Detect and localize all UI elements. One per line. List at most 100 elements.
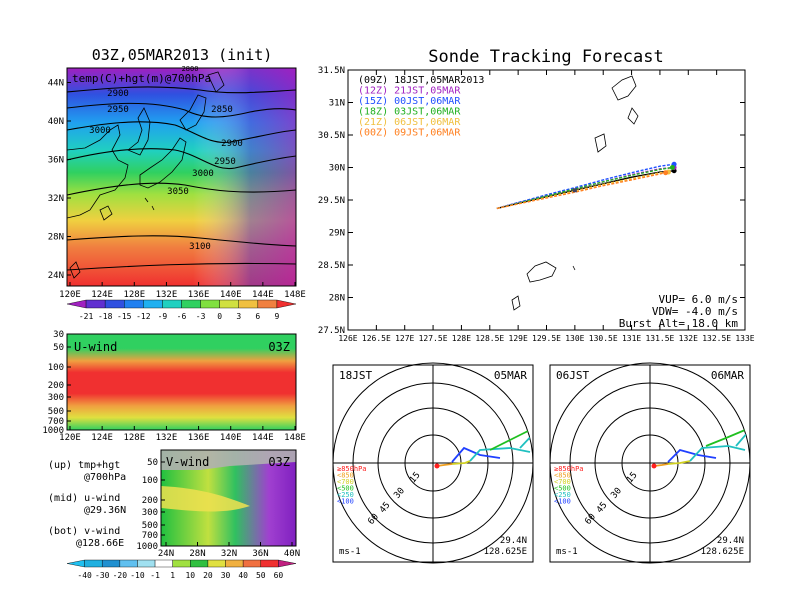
note-up-sub: @700hPa [84, 472, 126, 483]
wind-colorbar-label: 60 [274, 571, 284, 580]
v-wind-lat-ticks: 24N 28N 32N 36N 40N [158, 542, 300, 559]
wind-colorbar-swatch [190, 559, 209, 568]
track-lon-tick-label: 126E [338, 334, 357, 343]
wind-colorbar-swatch [102, 559, 121, 568]
wind-colorbar-swatch [207, 559, 226, 568]
u-lon-tick-label: 128E [123, 433, 145, 443]
hodograph-segment [667, 460, 691, 465]
map-lon-tick-label: 128E [123, 290, 145, 300]
wind-colorbar-label: -20 [113, 571, 128, 580]
wind-colorbar-swatch [154, 559, 173, 568]
u-p-tick-label: 100 [48, 363, 64, 373]
u-wind-lon-ticks: 120E 124E 128E 132E 136E 140E 144E 148E [59, 426, 306, 443]
note-mid: (mid) u-wind [48, 493, 120, 504]
v-p-tick-label: 700 [142, 531, 158, 541]
temp-colorbar-label: 9 [275, 312, 280, 321]
hodograph-segment [469, 447, 531, 462]
tracking-title: Sonde Tracking Forecast [428, 47, 663, 67]
u-p-tick-label: 500 [48, 407, 64, 417]
note-mid-sub: @29.36N [84, 505, 126, 516]
hodograph-level: <500 [554, 485, 571, 493]
hodograph-date: 06MAR [711, 369, 744, 382]
track-lon-tick-label: 126.5E [362, 334, 391, 343]
track-legend-entry: (18Z) 03JST,06MAR [358, 107, 461, 118]
temp-colorbar-swatch [219, 299, 239, 309]
u-p-tick-label: 1000 [42, 426, 64, 436]
track-lat-tick-label: 29N [329, 229, 345, 239]
track-lat-tick-label: 30.5N [318, 131, 345, 141]
v-p-tick-label: 50 [147, 458, 158, 468]
temp-colorbar-label: 0 [217, 312, 222, 321]
map-lat-tick-label: 40N [48, 117, 64, 127]
temp-colorbar-swatch [276, 299, 297, 309]
temp-colorbar-swatch [181, 299, 201, 309]
hodograph-level: <100 [337, 498, 354, 506]
contour-label: 3000 [192, 169, 214, 179]
hodograph-level: <700 [337, 478, 354, 486]
note-bot: (bot) v-wind [48, 526, 120, 537]
tracking-lon-ticks: 126E 126.5E 127E 127.5E 128E 128.5E 129E 129.5E… [338, 70, 755, 343]
map-lon-tick-label: 144E [252, 290, 274, 300]
hodograph-level: <100 [554, 498, 571, 506]
hodograph-lat: 29.4N [717, 536, 744, 546]
temp-colorbar-label: -21 [79, 312, 94, 321]
u-wind-frame [66, 333, 297, 431]
hodograph-level: <250 [554, 491, 571, 499]
track-lines [496, 161, 677, 210]
u-wind-label: U-wind [74, 340, 117, 354]
hodograph-segment [705, 423, 750, 447]
track-lon-tick-label: 132.5E [702, 334, 731, 343]
wind-colorbar-swatch [225, 559, 244, 568]
v-wind-time: 03Z [268, 455, 290, 469]
track-lat-tick-label: 28.5N [318, 261, 345, 271]
wind-colorbar-label: -1 [150, 571, 160, 580]
contour-label: 2950 [107, 105, 129, 115]
map-contour-labels: 2900 2950 3000 2850 2900 2950 3000 3050 … [89, 65, 243, 252]
track-lon-tick-label: 129.5E [532, 334, 561, 343]
contour-label: 2800 [182, 65, 199, 73]
wind-colorbar-swatch [84, 559, 103, 568]
contour-label: 3050 [167, 187, 189, 197]
track-lon-tick-label: 131E [622, 334, 641, 343]
track-series-line [496, 163, 675, 210]
temp-colorbar: -21 -18 -15 -12 -9 -6 -3 0 3 6 9 [66, 299, 297, 321]
hodograph-level: ≥850hPa [554, 465, 584, 473]
hodograph-lat: 29.4N [500, 536, 527, 546]
track-lon-tick-label: 131.5E [645, 334, 674, 343]
track-lat-tick-label: 29.5N [318, 196, 345, 206]
temp-colorbar-label: -6 [177, 312, 187, 321]
v-p-tick-label: 500 [142, 521, 158, 531]
u-lon-tick-label: 140E [220, 433, 242, 443]
v-wind-label: V-wind [166, 455, 209, 469]
hodograph-origin-point [434, 463, 440, 469]
tracking-params: VUP= 6.0 m/s VDW= -4.0 m/s Burst Alt= 18… [619, 293, 739, 330]
wind-colorbar-label: -10 [130, 571, 145, 580]
temp-colorbar-label: 6 [255, 312, 260, 321]
v-wind-gray-band [161, 450, 296, 470]
track-marker [572, 188, 577, 193]
v-lat-tick-label: 36N [252, 549, 268, 559]
temp-colorbar-swatch [85, 299, 106, 309]
u-p-tick-label: 700 [48, 417, 64, 427]
hodograph-segment [667, 448, 717, 463]
v-lat-tick-label: 40N [284, 549, 300, 559]
wind-colorbar-swatch [172, 559, 191, 568]
hodograph-units: ms-1 [556, 547, 578, 557]
temp-colorbar-swatch [162, 299, 182, 309]
tracking-lat-ticks: 27.5N 28N 28.5N 29N 29.5N 30N 30.5N 31N 31.5N [318, 66, 745, 336]
u-lon-tick-label: 132E [156, 433, 178, 443]
track-lon-tick-label: 130E [565, 334, 584, 343]
wind-colorbar-swatch [242, 559, 261, 568]
map-lat-ticks: 24N 28N 32N 36N 40N 44N [48, 79, 71, 281]
hodograph-level: <850 [337, 472, 354, 480]
hodograph-lon: 128.625E [701, 547, 744, 557]
wind-colorbar-swatch [260, 559, 279, 568]
wind-colorbar-label: 1 [170, 571, 175, 580]
u-wind-field [67, 334, 296, 430]
temp-colorbar-swatch [104, 299, 125, 309]
track-lat-tick-label: 27.5N [318, 326, 345, 336]
temp-colorbar-swatch [238, 299, 259, 309]
hodograph-level: ≥850hPa [337, 465, 367, 473]
